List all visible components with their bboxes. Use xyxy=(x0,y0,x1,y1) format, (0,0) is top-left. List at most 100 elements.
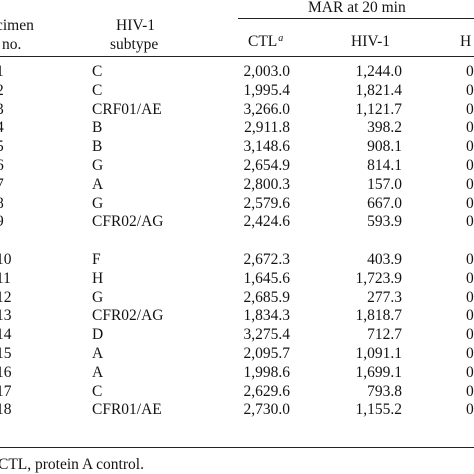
specimen-number: 5 xyxy=(0,139,4,155)
ctl-value: 3,275.4 xyxy=(243,326,291,344)
hiv-column-header: HIV-1 xyxy=(351,33,391,50)
ctl-value: 2,685.9 xyxy=(243,288,291,306)
specimen-number: 9 xyxy=(0,214,4,230)
subtype-cell: H xyxy=(92,269,104,287)
specimen-number: 2 xyxy=(0,83,4,99)
mar-group-header: MAR at 20 min xyxy=(308,0,406,16)
hiv-value: 1,244.0 xyxy=(355,63,403,80)
hiv-value: 1,155.2 xyxy=(355,401,403,419)
ctl-value: 2,654.9 xyxy=(243,157,291,174)
ctl-value: 2,629.6 xyxy=(243,382,291,400)
subtype-cell: C xyxy=(92,81,103,99)
hiv-value: 398.2 xyxy=(367,119,402,137)
subtype-cell: CFR02/AG xyxy=(92,213,164,231)
h-value: 0 xyxy=(466,100,474,118)
ctl-value: 2,095.7 xyxy=(243,345,291,362)
subtype-cell: C xyxy=(92,382,103,400)
subtype-cell: B xyxy=(92,138,103,156)
ctl-value: 2,424.6 xyxy=(243,213,291,231)
h-value: 0 xyxy=(466,345,474,362)
h-value: 0 xyxy=(466,119,474,137)
subtype-cell: CFR02/AG xyxy=(92,307,164,325)
h-value: 0 xyxy=(466,382,474,400)
hiv-value: 667.0 xyxy=(367,194,402,212)
hiv-value: 157.0 xyxy=(367,175,402,193)
subtype-cell: G xyxy=(92,157,104,174)
h-value: 0 xyxy=(466,269,474,287)
hiv-value: 712.7 xyxy=(367,326,402,344)
h-value: 0 xyxy=(466,81,474,99)
specimen-number: 16 xyxy=(0,363,12,381)
h-value: 0 xyxy=(466,213,474,231)
h-column-header: H xyxy=(460,33,472,50)
specimen-number: 6 xyxy=(0,158,4,174)
ctl-value: 1,995.4 xyxy=(243,81,291,99)
specimen-number: 14 xyxy=(0,326,12,344)
hiv-value: 1,821.4 xyxy=(355,81,403,99)
specimen-number: 13 xyxy=(0,307,12,325)
hiv-value: 1,699.1 xyxy=(355,363,403,381)
ctl-value: 2,911.8 xyxy=(244,119,290,137)
header-bottom-rule xyxy=(0,56,474,57)
ctl-value: 1,998.6 xyxy=(243,363,291,381)
subtype-cell: A xyxy=(92,345,104,362)
ctl-column-label: CTL xyxy=(248,33,278,50)
ctl-value: 2,579.6 xyxy=(243,194,291,212)
h-value: 0 xyxy=(466,194,474,212)
specimen-number: 12 xyxy=(0,288,12,306)
specimen-number: 15 xyxy=(0,345,12,362)
subtype-header-line2: subtype xyxy=(110,36,159,53)
specimen-number: 4 xyxy=(0,120,4,136)
mar-group-rule xyxy=(238,18,474,19)
subtype-cell: D xyxy=(92,326,104,344)
subtype-header-line1: HIV-1 xyxy=(116,17,156,34)
subtype-cell: G xyxy=(92,288,104,306)
specimen-number: 7 xyxy=(0,177,4,193)
specimen-header-line1: cimen xyxy=(0,17,34,34)
table-bottom-rule xyxy=(0,447,474,448)
hiv-value: 277.3 xyxy=(367,288,402,306)
h-value: 0 xyxy=(466,138,474,156)
subtype-cell: B xyxy=(92,119,103,137)
ctl-value: 2,730.0 xyxy=(243,401,291,419)
hiv-value: 1,121.7 xyxy=(355,100,403,118)
h-value: 0 xyxy=(466,175,474,193)
subtype-cell: F xyxy=(92,251,101,268)
subtype-cell: C xyxy=(92,63,103,80)
ctl-column-header: CTLa xyxy=(248,34,283,50)
h-value: 0 xyxy=(466,363,474,381)
ctl-value: 1,834.3 xyxy=(243,307,291,325)
subtype-cell: CFR01/AE xyxy=(92,401,162,419)
h-value: 0 xyxy=(466,63,474,80)
hiv-value: 1,723.9 xyxy=(355,269,403,287)
specimen-number: 10 xyxy=(0,251,12,268)
hiv-value: 403.9 xyxy=(367,251,402,268)
specimen-header-line2: no. xyxy=(2,36,22,53)
subtype-cell: A xyxy=(92,175,104,193)
ctl-value: 2,800.3 xyxy=(243,175,291,193)
h-value: 0 xyxy=(466,307,474,325)
h-value: 0 xyxy=(466,288,474,306)
specimen-number: 8 xyxy=(0,196,4,212)
subtype-cell: G xyxy=(92,194,104,212)
hiv-value: 1,818.7 xyxy=(355,307,403,325)
ctl-value: 2,672.3 xyxy=(243,251,291,268)
hiv-value: 1,091.1 xyxy=(355,345,403,362)
specimen-number: 18 xyxy=(0,401,12,419)
ctl-value: 2,003.0 xyxy=(243,63,291,80)
subtype-cell: A xyxy=(92,363,104,381)
specimen-number: 1 xyxy=(0,64,4,80)
h-value: 0 xyxy=(466,326,474,344)
ctl-footnote-marker: a xyxy=(278,33,284,44)
hiv-value: 908.1 xyxy=(367,138,402,156)
h-value: 0 xyxy=(466,157,474,174)
specimen-number: 11 xyxy=(0,269,11,287)
hiv-value: 814.1 xyxy=(367,157,402,174)
subtype-cell: CRF01/AE xyxy=(92,100,162,118)
ctl-value: 1,645.6 xyxy=(243,269,291,287)
h-value: 0 xyxy=(466,401,474,419)
ctl-value: 3,148.6 xyxy=(243,138,291,156)
footnote: CTL, protein A control. xyxy=(0,456,144,473)
ctl-value: 3,266.0 xyxy=(243,100,291,118)
specimen-number: 3 xyxy=(0,102,4,118)
